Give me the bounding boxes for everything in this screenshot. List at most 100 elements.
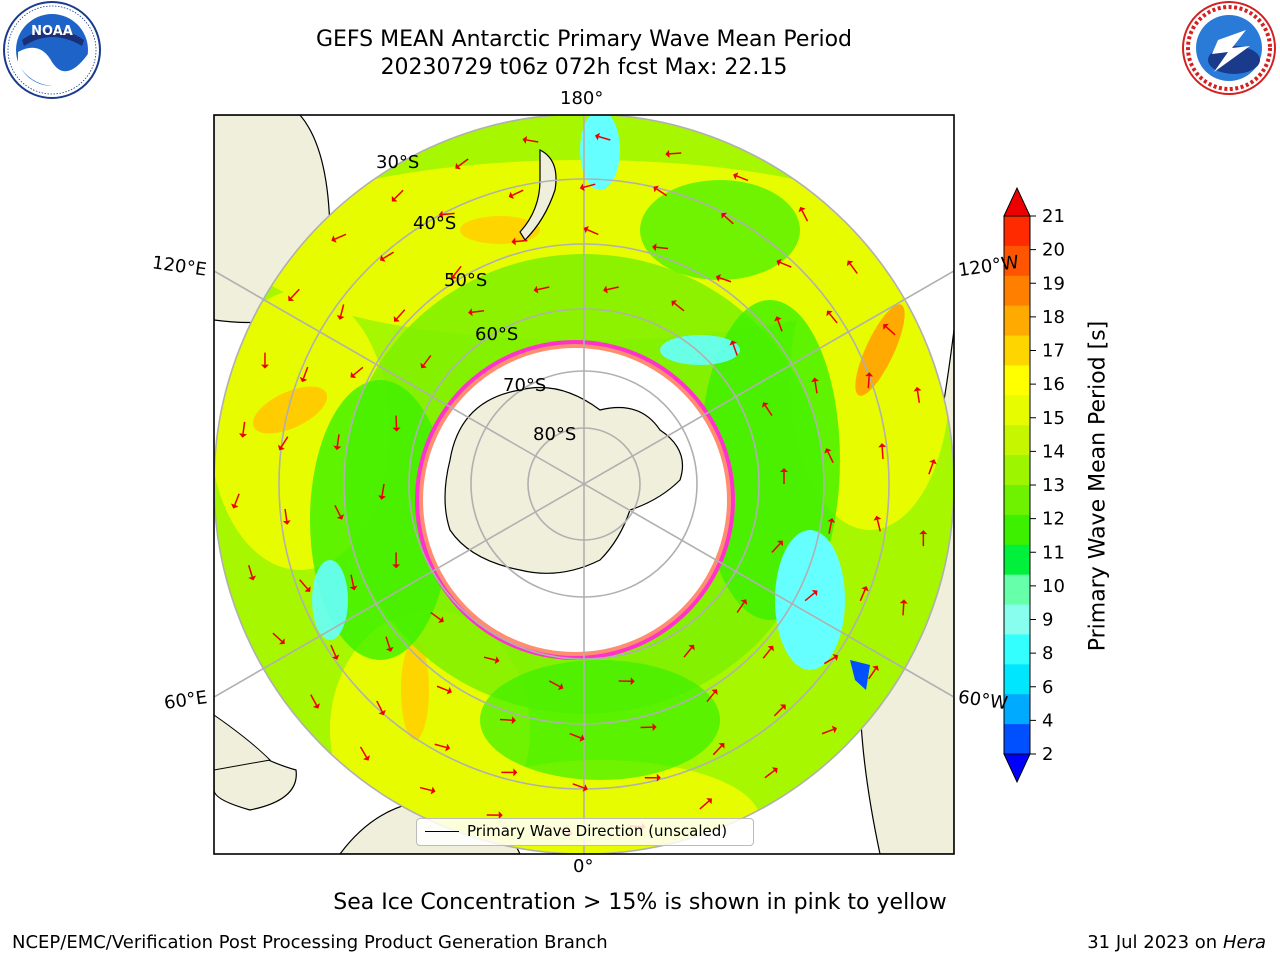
lat-label-60s: 60°S [475,324,519,345]
wave-arrow-shaft [804,592,815,602]
wave-arrow-head [582,784,588,792]
wave-arrow-head [872,665,879,672]
wave-arrow-head [522,136,528,144]
wave-arrow-shaft [548,680,561,688]
wave-arrow-shaft [334,505,342,517]
wave-arrow-head [899,599,908,604]
colorbar-label: Primary Wave Mean Period [s] [1085,320,1111,652]
wave-arrow-head [260,364,269,369]
colorbar-tick-label: 8 [1042,643,1053,664]
wave-arrow-head [279,638,285,645]
wave-arrow-shaft [430,611,441,621]
wave-arrow-head [733,172,739,180]
wave-arrow-head [331,654,340,660]
wave-arrow-head [688,644,695,651]
wave-arrow-shaft [881,447,884,460]
wave-arrow-shaft [423,354,432,366]
colorbar-tick-label: 21 [1042,206,1065,227]
wave-arrow-shaft [290,288,300,299]
map-border [213,114,955,855]
wave-arrow-shaft [526,139,539,143]
wave-arrow-head [579,183,585,192]
wave-arrow-head [288,295,295,301]
wave-arrow-shaft [828,521,833,534]
colorbar-segment [1004,514,1030,546]
wave-arrow-shaft [801,210,809,222]
colorbar-segment [1004,335,1030,366]
wave-arrow-shaft [777,319,783,332]
colorbar-segment [1004,485,1030,516]
wave-arrow-shaft [382,251,395,259]
lat-label-40s: 40°S [413,213,457,234]
colorbar-tick-label: 13 [1042,475,1065,496]
lat-label-30s: 30°S [376,152,420,173]
wave-arrow-head [508,191,515,199]
wave-arrow-shaft [876,519,881,532]
wave-arrow-shaft [814,381,818,394]
wave-arrow-shaft [396,309,406,320]
wave-arrow-head [780,468,788,472]
wave-arrow-shaft [771,543,781,553]
wave-arrow-shaft [280,436,289,448]
wave-arrow-shaft [723,215,734,225]
wave-arrow-head [333,445,342,451]
footer-host: Hera [1222,932,1266,953]
wave-arrow-head [715,274,721,282]
colorbar-segment [1004,455,1030,486]
wave-arrow-head [455,162,461,170]
map-frame [214,115,954,854]
wave-arrow-shaft [821,728,834,735]
wave-arrow-shaft [436,685,449,692]
colorbar-segment [1004,664,1030,695]
wave-arrow-shaft [736,602,745,613]
wave-arrow-shaft [272,632,283,642]
wave-arrow-shaft [823,656,836,665]
wave-arrow-head [861,586,869,592]
colorbar-tick-label: 16 [1042,374,1065,395]
wave-arrow-head [445,743,451,752]
wave-arrow-head [665,149,670,158]
wave-arrow-head [656,773,661,782]
wave-arrow-head [873,515,882,521]
wave-arrow-head [831,725,837,734]
colorbar-segment [1004,724,1030,755]
wave-arrow-shaft [350,574,355,587]
wave-arrow-shaft [902,603,905,616]
noaa-logo-text: NOAA [31,24,73,39]
wave-arrow-shaft [394,189,404,200]
wave-arrow-head [494,656,500,664]
wave-arrow-shaft [572,783,585,789]
wave-arrow-head [349,585,358,591]
wave-arrow-head [774,316,782,322]
wave-arrow-head [392,564,401,569]
wave-arrow-head [336,315,345,320]
wave-arrow-head [379,254,386,262]
colorbar-segment [1004,634,1030,665]
wave-arrow-head [583,225,589,234]
wave-arrow-shaft [732,343,738,356]
wave-arrow-head [767,645,774,652]
wave-arrow-shaft [916,390,921,403]
wave-arrow-head [231,503,239,509]
wave-arrow-shaft [284,508,288,521]
footer-branch: NCEP/EMC/Verification Post Processing Pr… [12,932,608,953]
wave-arrow-shaft [336,434,340,447]
wave-arrow-shaft [458,158,469,167]
wave-arrow-head [711,689,718,695]
colorbar-segment [1004,216,1030,247]
wave-arrow-shaft [334,233,347,240]
wave-arrow-head [776,258,782,267]
colorbar-tick-label: 6 [1042,677,1053,698]
wave-arrow-head [798,206,806,213]
lon-label-0: 0° [573,856,594,877]
colorbar-tick-label: 2 [1042,744,1053,765]
wave-arrows [231,132,937,837]
wave-arrow-shaft [827,451,834,463]
wave-arrow-head [718,743,725,749]
wave-arrow-head [865,372,874,377]
colorbar-tick-label: 12 [1042,509,1065,530]
wave-arrow-head [652,723,657,732]
wave-arrow-head [282,520,291,525]
wave-arrow-shaft [359,746,368,758]
colorbar-extend-bottom [1003,753,1031,784]
